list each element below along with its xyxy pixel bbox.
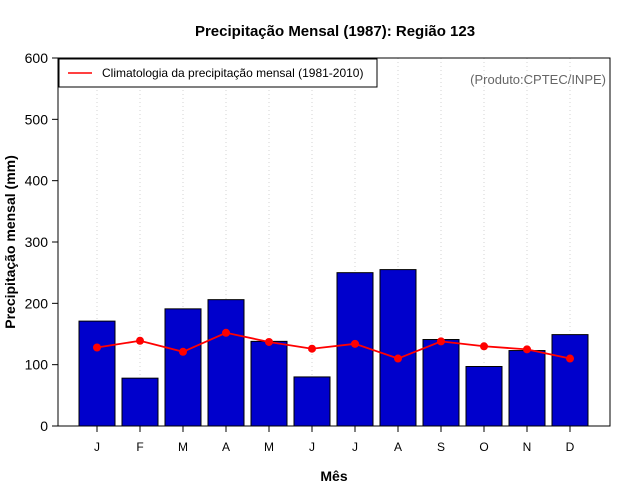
climatology-line-series bbox=[93, 328, 574, 363]
x-tick-label: M bbox=[178, 440, 188, 454]
bar-j-1 bbox=[78, 320, 116, 427]
bar-series bbox=[78, 269, 589, 427]
climatology-point bbox=[351, 339, 359, 348]
y-tick-label: 100 bbox=[25, 357, 49, 373]
x-tick-label: F bbox=[136, 440, 143, 454]
bar-s-9 bbox=[422, 339, 460, 427]
x-tick-label: D bbox=[566, 440, 575, 454]
climatology-point bbox=[265, 337, 273, 346]
x-tick-label: A bbox=[394, 440, 402, 454]
x-tick-label: M bbox=[264, 440, 274, 454]
climatology-point bbox=[394, 354, 402, 363]
grid-lines bbox=[96, 58, 571, 426]
x-tick-label: N bbox=[523, 440, 532, 454]
climatology-point bbox=[179, 347, 187, 356]
y-axis: 0 100 200 300 400 500 600 bbox=[25, 50, 58, 434]
bar-o-10 bbox=[465, 366, 503, 427]
bar-j-6 bbox=[293, 376, 331, 427]
bar-m-5 bbox=[250, 340, 288, 427]
legend: Climatologia da precipitação mensal (198… bbox=[58, 58, 378, 88]
x-tick-label: O bbox=[479, 440, 488, 454]
climatology-point bbox=[93, 343, 101, 352]
climatology-line bbox=[96, 331, 571, 360]
bar-m-3 bbox=[164, 308, 202, 427]
climatology-point bbox=[566, 354, 574, 363]
x-tick-label: J bbox=[309, 440, 315, 454]
climatology-point bbox=[480, 342, 488, 351]
climatology-point bbox=[523, 345, 531, 354]
y-tick-label: 300 bbox=[25, 234, 49, 250]
climatology-point bbox=[222, 328, 230, 337]
legend-entry-climatology: Climatologia da precipitação mensal (198… bbox=[102, 66, 363, 80]
x-tick-label: J bbox=[94, 440, 100, 454]
y-tick-label: 500 bbox=[25, 111, 49, 127]
product-credit: (Produto:CPTEC/INPE) bbox=[470, 72, 606, 87]
x-tick-label: J bbox=[352, 440, 358, 454]
x-axis-label: Mês bbox=[320, 468, 347, 484]
legend-box bbox=[58, 58, 378, 88]
climatology-point bbox=[308, 344, 316, 353]
bar-n-11 bbox=[508, 350, 546, 427]
y-tick-label: 400 bbox=[25, 173, 49, 189]
y-axis-label: Precipitação mensal (mm) bbox=[2, 155, 18, 329]
bar-d-12 bbox=[551, 334, 589, 427]
chart-title: Precipitação Mensal (1987): Região 123 bbox=[195, 23, 475, 40]
climatology-point bbox=[437, 337, 445, 346]
bar-j-7 bbox=[336, 272, 374, 427]
y-tick-label: 600 bbox=[25, 50, 49, 66]
x-tick-label: A bbox=[222, 440, 230, 454]
y-tick-label: 200 bbox=[25, 295, 49, 311]
climatology-point bbox=[136, 336, 144, 345]
x-tick-label: S bbox=[437, 440, 445, 454]
bar-f-2 bbox=[121, 377, 159, 427]
bar-a-4 bbox=[207, 299, 245, 427]
y-tick-label: 0 bbox=[40, 418, 48, 434]
bar-a-8 bbox=[379, 269, 417, 427]
